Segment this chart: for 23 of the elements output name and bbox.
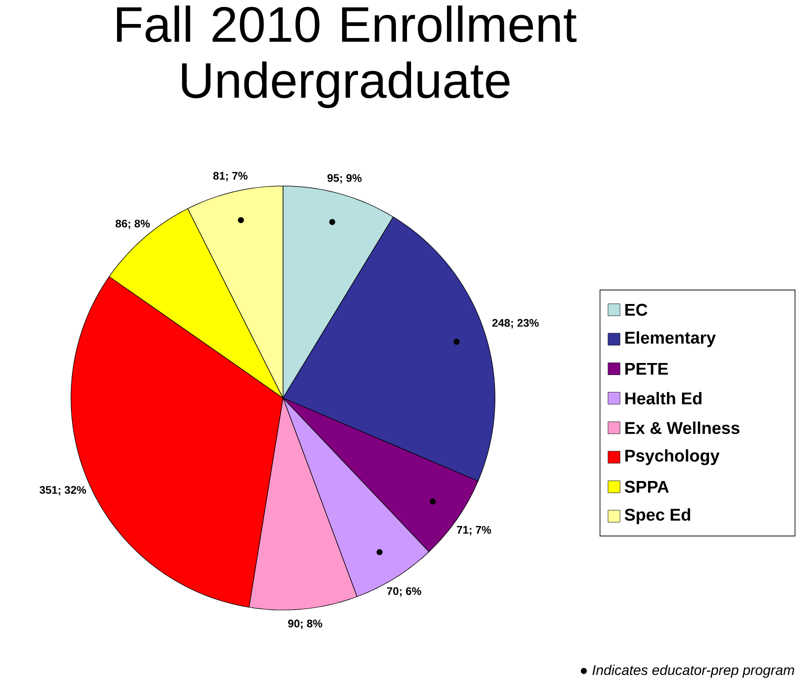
legend-label: Elementary (625, 331, 716, 348)
legend-label: Health Ed (625, 392, 702, 404)
text: ● (430, 498, 436, 505)
legend-label: Spec Ed (624, 508, 690, 524)
text: ● (454, 338, 460, 345)
data-label: 90; 8% (288, 620, 322, 630)
data-label: 70; 6% (387, 587, 422, 597)
legend-label: Psychology (625, 449, 720, 466)
legend-label: Ex & Wellness (625, 422, 740, 434)
data-label: 351; 32% (40, 486, 86, 496)
text: ● (376, 549, 383, 556)
legend-label: EC (625, 304, 648, 316)
chart-title: Fall 2010 Enrollment Undergraduate (117, 6, 577, 108)
data-label: 248; 23% (492, 319, 539, 328)
text: ● (329, 218, 336, 225)
legend-label: SPPA (624, 480, 669, 493)
data-label: 95; 9% (327, 174, 362, 184)
legend-label: PETE (625, 362, 668, 375)
data-label: 81; 7% (213, 172, 248, 182)
text: ● Indicates educator-prep program (580, 664, 794, 678)
data-label: 86; 8% (116, 220, 150, 230)
data-label: 71; 7% (456, 526, 492, 536)
text: ● (238, 217, 244, 224)
